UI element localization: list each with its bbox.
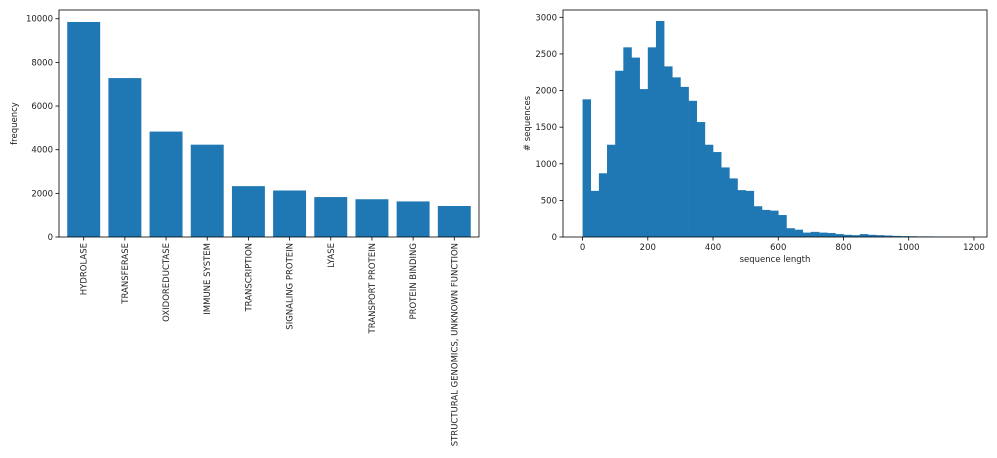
histogram-bar: [672, 77, 680, 237]
histogram-bar: [786, 228, 794, 237]
histogram-bar: [729, 178, 737, 237]
x-tick-label: 1200: [963, 243, 985, 253]
histogram-bar: [705, 145, 713, 237]
bar-immune-system: [191, 145, 224, 237]
histogram-bar: [762, 210, 770, 237]
histogram-bar: [754, 206, 762, 237]
y-tick-label: 3000: [535, 13, 557, 23]
y-tick-label: 1500: [535, 123, 557, 133]
x-tick-label: TRANSPORT PROTEIN: [368, 243, 378, 334]
y-axis-label: frequency: [10, 102, 20, 145]
bar-transport-protein: [355, 199, 388, 237]
histogram-bar: [860, 234, 868, 237]
histogram-bar: [640, 89, 648, 237]
histogram-bar: [713, 152, 721, 237]
histogram-bar: [599, 173, 607, 237]
x-tick-label: TRANSFERASE: [121, 243, 131, 305]
histogram-bar: [680, 87, 688, 237]
x-tick-label: HYDROLASE: [80, 243, 90, 295]
x-tick-label: 600: [770, 243, 786, 253]
histogram-bar: [648, 47, 656, 237]
histogram-bar: [819, 233, 827, 237]
x-tick-label: OXIDOREDUCTASE: [162, 243, 172, 322]
histogram-sequence-length: 0 500 1000 1500 2000 2500 3000 0 200 400 600 800 100…: [523, 10, 987, 265]
y-tick-label: 2500: [535, 50, 557, 60]
histogram-bar: [721, 167, 729, 237]
bar-protein-binding: [397, 201, 430, 237]
histogram-bar: [656, 21, 664, 237]
y-tick-label: 8000: [31, 58, 53, 68]
histogram-bar: [746, 191, 754, 237]
x-tick-label: STRUCTURAL GENOMICS, UNKNOWN FUNCTION: [450, 243, 460, 446]
histogram-bar: [583, 99, 591, 237]
x-tick-label: LYASE: [327, 243, 337, 268]
y-tick-label: 6000: [31, 102, 53, 112]
x-tick-label: 800: [835, 243, 851, 253]
bar-transferase: [108, 78, 141, 237]
y-tick-label: 2000: [31, 189, 53, 199]
bar-transcription: [232, 186, 265, 237]
x-tick-label: PROTEIN BINDING: [409, 243, 419, 320]
x-axis-label: sequence length: [740, 255, 811, 265]
histogram-bar: [803, 233, 811, 237]
x-tick-label: 200: [640, 243, 656, 253]
x-tick-label: IMMUNE SYSTEM: [203, 243, 213, 315]
y-tick-label: 2000: [535, 87, 557, 97]
histogram-bar: [770, 211, 778, 237]
histogram-bar: [615, 71, 623, 237]
y-tick-label: 4000: [31, 146, 53, 156]
x-tick-label: 400: [705, 243, 721, 253]
y-tick-label: 10000: [26, 15, 53, 25]
histogram-bar: [835, 234, 843, 237]
histogram-bar: [827, 233, 835, 237]
histogram-bar: [631, 58, 639, 237]
histogram-bar: [737, 190, 745, 237]
bar-oxidoreductase: [150, 132, 183, 237]
y-tick-label: 0: [48, 233, 53, 243]
bar-chart-category-frequency: 0 2000 4000 6000 8000 10000 HYDROLASE TRANSFERA…: [10, 10, 479, 446]
bar-structural-genomics-unknown-function: [438, 206, 471, 237]
y-tick-label: 500: [541, 196, 557, 206]
x-tick-label: SIGNALING PROTEIN: [286, 243, 296, 330]
histogram-bar: [607, 145, 615, 237]
y-tick-label: 0: [552, 233, 557, 243]
y-axis-label: # sequences: [523, 95, 533, 151]
histogram-bar: [795, 230, 803, 237]
histogram-bar: [591, 191, 599, 237]
x-tick-label: 0: [580, 243, 585, 253]
histogram-bar: [664, 66, 672, 237]
histogram-bar: [697, 122, 705, 237]
y-tick-label: 1000: [535, 160, 557, 170]
bar-hydrolase: [67, 22, 100, 237]
histogram-bar: [689, 101, 697, 237]
histogram-bar: [623, 47, 631, 237]
bar-lyase: [314, 197, 347, 237]
x-tick-label: 1000: [898, 243, 920, 253]
bar-signaling-protein: [273, 191, 306, 237]
histogram-bar: [778, 215, 786, 237]
histogram-bar: [811, 232, 819, 237]
x-tick-label: TRANSCRIPTION: [244, 243, 254, 313]
